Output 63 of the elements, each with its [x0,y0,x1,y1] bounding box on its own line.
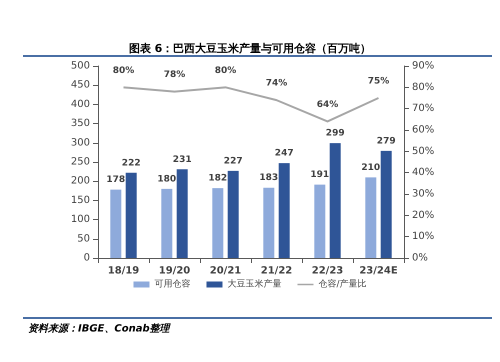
text: 资料来源：IBGE、Conab整理 [28,322,172,334]
y-tick-label: 150 [70,194,90,206]
y2-tick-label: 20% [412,210,434,221]
data-label: 183 [259,173,278,184]
x-tick-label: 21/22 [260,266,292,276]
y-tick-label: 350 [70,118,90,130]
data-label: 222 [122,158,141,168]
bar [212,188,224,258]
bar [126,172,137,258]
y-tick-label: 100 [70,214,90,226]
x-tick-label: 22/23 [312,266,344,276]
line-series [122,86,380,122]
y2-tick-label: 70% [412,103,434,114]
data-label: 299 [326,128,345,139]
y-tick-label: 200 [70,176,90,187]
data-label: 210 [361,162,380,173]
y2-tick-label: 40% [412,167,434,178]
y2-tick-label: 90% [412,60,434,72]
data-label: 178 [106,175,126,186]
x-tick-label: 19/20 [158,266,190,276]
y2-tick-label: 60% [412,124,434,136]
data-label: 182 [208,174,228,184]
data-label: 279 [376,136,396,146]
legend-label: 仓容/产量比 [318,278,367,290]
data-label: 180 [157,174,176,184]
data-label: 231 [172,154,192,165]
y-tick-label: 400 [70,98,90,110]
bar [263,188,274,258]
x-tick-label: 23/24E [359,266,398,276]
legend-label: 可用仓容 [154,278,190,290]
bar [228,170,239,258]
data-label: 75% [368,76,390,86]
bar [330,143,341,258]
bar [365,177,376,258]
y2-tick-label: 10% [412,231,434,242]
bar [278,163,290,258]
data-label: 64% [316,100,338,110]
bar [161,188,172,258]
chart-title: 图表 6：巴西大豆玉米产量与可用仓容（百万吨） [128,42,372,55]
bar [110,190,122,258]
data-label: 227 [224,156,243,166]
y-tick-label: 500 [70,60,90,72]
y2-tick-label: 30% [412,188,434,200]
y-tick-label: 0 [84,252,90,264]
y-tick-label: 250 [70,156,90,168]
y-tick-label: 450 [70,80,90,91]
data-label: 80% [214,66,236,76]
x-tick-label: 20/21 [210,266,242,276]
bar [380,150,392,258]
data-label: 78% [164,70,186,80]
y-tick-label: 50 [77,233,90,244]
y2-tick-label: 0% [412,252,428,264]
y-tick-label: 300 [70,137,90,148]
bar [314,184,326,258]
data-label: 74% [266,78,288,89]
x-tick-label: 18/19 [108,266,140,276]
data-label: 247 [274,148,294,159]
data-label: 80% [112,66,134,76]
data-label: 191 [310,170,330,180]
y2-tick-label: 80% [412,82,434,93]
y2-tick-label: 50% [412,146,434,157]
legend-label: 大豆玉米产量 [227,278,282,290]
bar [176,169,188,258]
